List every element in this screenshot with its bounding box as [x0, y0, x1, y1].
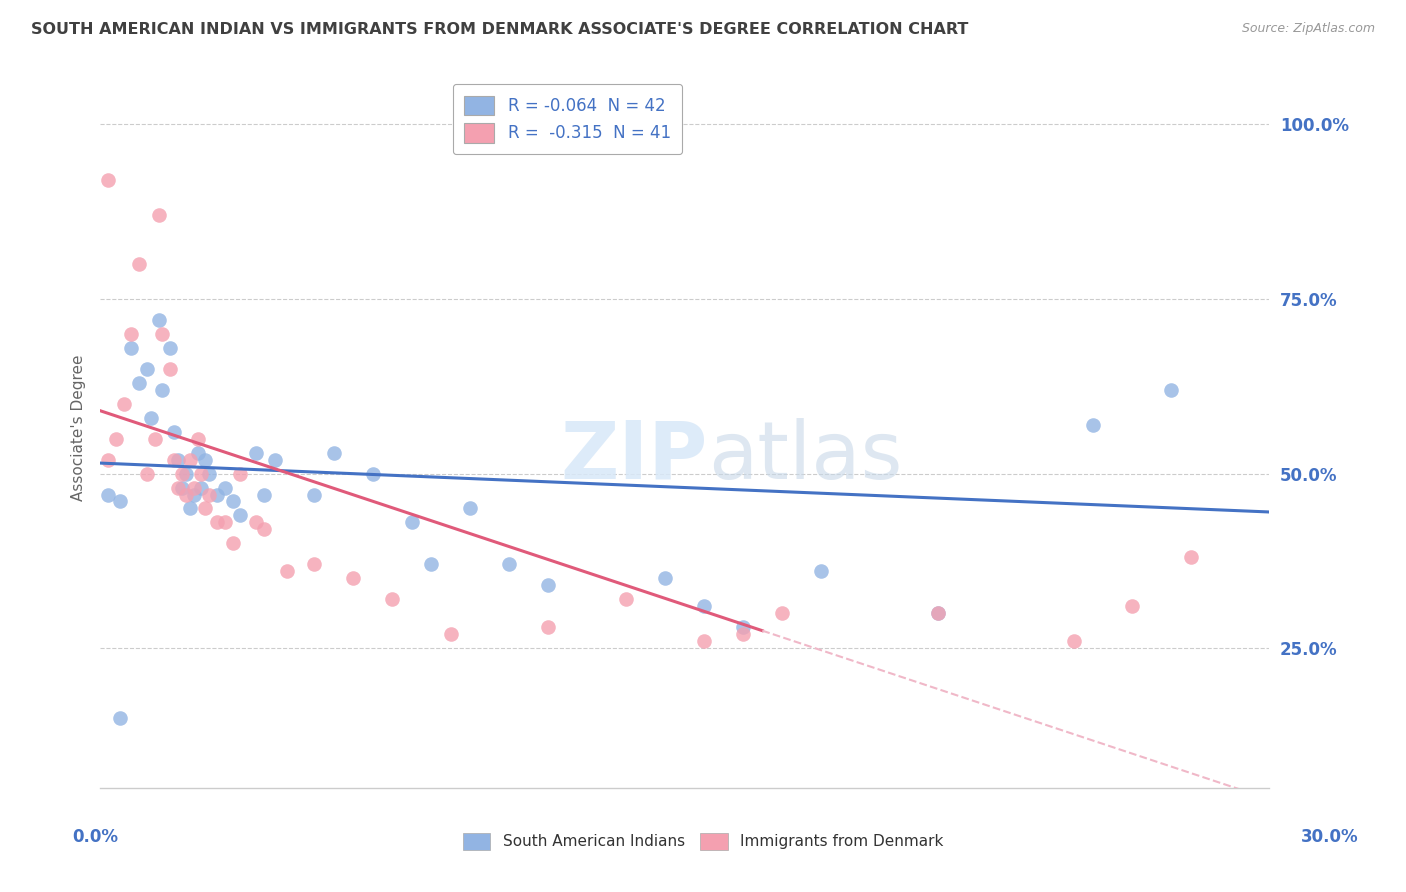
- Point: [135, 361, 157, 376]
- Point: [152, 326, 174, 341]
- Point: [97, 173, 120, 187]
- Point: [179, 452, 201, 467]
- Point: [1083, 417, 1105, 432]
- Point: [183, 487, 205, 501]
- Point: [420, 558, 443, 572]
- Point: [194, 452, 217, 467]
- Point: [214, 481, 236, 495]
- Point: [693, 634, 716, 648]
- Point: [1160, 383, 1182, 397]
- Point: [135, 467, 157, 481]
- Point: [221, 536, 243, 550]
- Point: [186, 432, 208, 446]
- Point: [174, 487, 197, 501]
- Point: [264, 452, 287, 467]
- Point: [361, 467, 384, 481]
- Y-axis label: Associate's Degree: Associate's Degree: [72, 355, 86, 501]
- Point: [167, 452, 190, 467]
- Point: [276, 564, 298, 578]
- Point: [190, 481, 212, 495]
- Point: [170, 481, 193, 495]
- Text: ZIP: ZIP: [561, 418, 707, 496]
- Point: [1121, 599, 1143, 614]
- Point: [304, 487, 326, 501]
- Legend: R = -0.064  N = 42, R =  -0.315  N = 41: R = -0.064 N = 42, R = -0.315 N = 41: [453, 84, 682, 154]
- Point: [927, 606, 949, 620]
- Point: [186, 445, 208, 459]
- Point: [128, 257, 150, 271]
- Point: [205, 516, 228, 530]
- Point: [770, 606, 793, 620]
- Legend: South American Indians, Immigrants from Denmark: South American Indians, Immigrants from …: [457, 827, 949, 855]
- Point: [148, 208, 170, 222]
- Point: [104, 432, 127, 446]
- Point: [401, 516, 423, 530]
- Point: [229, 508, 252, 523]
- Point: [253, 523, 276, 537]
- Point: [97, 487, 120, 501]
- Point: [163, 452, 186, 467]
- Point: [381, 592, 404, 607]
- Point: [614, 592, 637, 607]
- Point: [458, 501, 481, 516]
- Point: [152, 383, 174, 397]
- Point: [198, 467, 221, 481]
- Text: Source: ZipAtlas.com: Source: ZipAtlas.com: [1241, 22, 1375, 36]
- Text: 30.0%: 30.0%: [1302, 828, 1358, 846]
- Point: [120, 341, 142, 355]
- Point: [245, 516, 267, 530]
- Point: [304, 558, 326, 572]
- Point: [148, 313, 170, 327]
- Point: [927, 606, 949, 620]
- Point: [731, 620, 754, 634]
- Point: [693, 599, 716, 614]
- Point: [128, 376, 150, 390]
- Point: [322, 445, 344, 459]
- Text: atlas: atlas: [707, 418, 903, 496]
- Point: [253, 487, 276, 501]
- Point: [163, 425, 186, 439]
- Text: 0.0%: 0.0%: [73, 828, 118, 846]
- Point: [174, 467, 197, 481]
- Point: [179, 501, 201, 516]
- Point: [190, 467, 212, 481]
- Point: [440, 627, 463, 641]
- Point: [221, 494, 243, 508]
- Point: [170, 467, 193, 481]
- Point: [139, 410, 162, 425]
- Point: [654, 571, 676, 585]
- Point: [537, 578, 560, 592]
- Point: [97, 452, 120, 467]
- Point: [183, 481, 205, 495]
- Point: [108, 494, 131, 508]
- Point: [108, 711, 131, 725]
- Text: SOUTH AMERICAN INDIAN VS IMMIGRANTS FROM DENMARK ASSOCIATE'S DEGREE CORRELATION : SOUTH AMERICAN INDIAN VS IMMIGRANTS FROM…: [31, 22, 969, 37]
- Point: [159, 341, 181, 355]
- Point: [498, 558, 520, 572]
- Point: [1063, 634, 1085, 648]
- Point: [245, 445, 267, 459]
- Point: [205, 487, 228, 501]
- Point: [159, 361, 181, 376]
- Point: [194, 501, 217, 516]
- Point: [810, 564, 832, 578]
- Point: [198, 487, 221, 501]
- Point: [112, 397, 135, 411]
- Point: [342, 571, 364, 585]
- Point: [214, 516, 236, 530]
- Point: [143, 432, 166, 446]
- Point: [229, 467, 252, 481]
- Point: [167, 481, 190, 495]
- Point: [537, 620, 560, 634]
- Point: [1180, 550, 1202, 565]
- Point: [731, 627, 754, 641]
- Point: [120, 326, 142, 341]
